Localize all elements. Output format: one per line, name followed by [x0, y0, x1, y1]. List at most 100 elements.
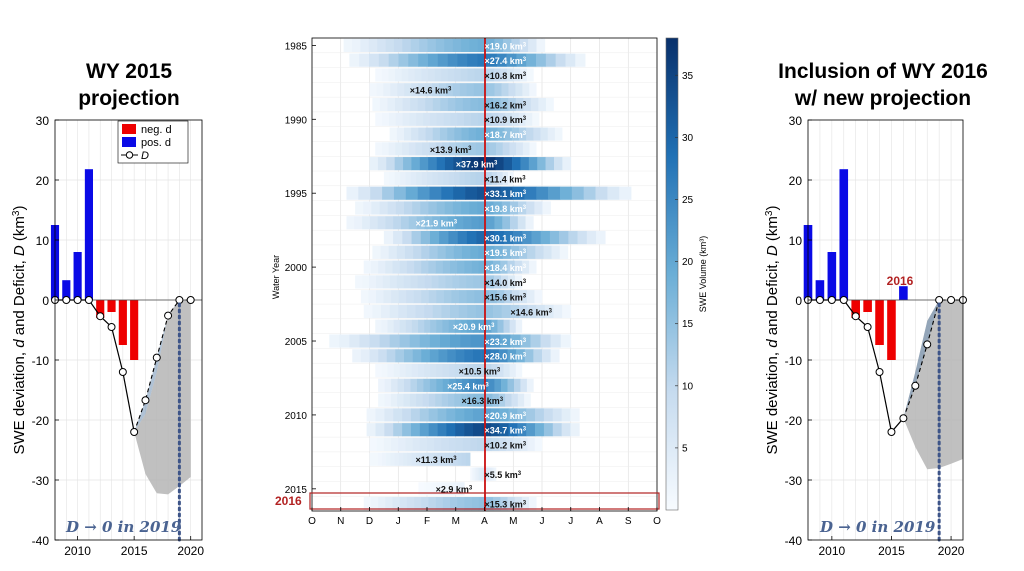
projection-point	[175, 296, 184, 304]
heatmap-cell	[561, 408, 571, 422]
heatmap-cell	[422, 393, 430, 407]
heatmap-cell	[419, 157, 429, 171]
heatmap-cell	[372, 304, 382, 319]
heatmap-cell	[445, 275, 453, 289]
projection-point	[935, 296, 944, 304]
legend-pos-label: pos. d	[141, 137, 171, 149]
heatmap-cell	[455, 378, 463, 392]
heatmap-cell	[428, 201, 437, 215]
right-projection-label: D → 0 in 2019	[819, 518, 936, 536]
center-y-axis-label: Water Year	[271, 255, 281, 299]
heatmap-cell	[454, 127, 462, 141]
heatmap-cell	[428, 393, 436, 407]
heatmap-cell	[431, 482, 435, 496]
heatmap-cell	[394, 171, 401, 186]
heatmap-cell	[386, 349, 396, 363]
heatmap-cell	[470, 245, 479, 259]
heatmap-cell	[432, 452, 437, 466]
heatmap-cell	[526, 68, 534, 82]
heatmap-cell	[438, 349, 448, 363]
heatmap-cell	[524, 186, 537, 200]
heatmap-cell	[468, 127, 477, 141]
heatmap-cell	[382, 275, 391, 289]
heatmap-cell	[389, 127, 398, 141]
heatmap-cell	[410, 38, 420, 52]
heatmap-cell	[420, 482, 423, 496]
heatmap-cell	[355, 275, 363, 289]
heatmap-cell	[530, 334, 541, 348]
heatmap-cell	[436, 201, 446, 215]
heatmap-cell	[490, 349, 500, 363]
heatmap-cell	[406, 304, 416, 319]
heatmap-cell	[393, 423, 403, 437]
heatmap-cell	[491, 467, 494, 481]
heatmap-cell	[464, 497, 472, 511]
heatmap-cell	[506, 53, 517, 67]
peak-volume-label: ×10.2 km3	[485, 440, 527, 450]
heatmap-cell	[393, 38, 403, 52]
heatmap-cell	[497, 363, 504, 378]
heatmap-cell	[369, 452, 374, 466]
heatmap-cell	[409, 112, 417, 126]
heatmap-cell	[484, 437, 492, 452]
left-plot-frame	[54, 119, 203, 541]
heatmap-cell	[527, 304, 537, 319]
heatmap-cell	[570, 423, 580, 437]
heatmap-cell	[408, 68, 416, 82]
heatmap-cell	[496, 290, 505, 304]
heatmap-cell	[449, 482, 452, 496]
heatmap-cell	[421, 260, 429, 274]
x-tick-label: 2010	[818, 544, 845, 558]
year-tick-label: 2015	[285, 485, 308, 496]
heatmap-cell	[402, 142, 410, 156]
heatmap-cell	[416, 216, 425, 230]
heatmap-cell	[487, 275, 495, 289]
heatmap-cell	[536, 186, 549, 200]
peak-volume-label: ×10.5 km3	[459, 366, 501, 376]
heatmap-cell	[435, 393, 442, 407]
heatmap-cell	[458, 304, 468, 319]
heatmap-cell	[520, 437, 528, 452]
heatmap-cell	[520, 157, 530, 171]
heatmap-cell	[504, 112, 513, 126]
heatmap-cell	[394, 452, 400, 466]
heatmap-cell	[454, 393, 461, 407]
heatmap-cell	[385, 38, 395, 52]
year-tick-label: 1990	[285, 115, 308, 126]
heatmap-cell	[382, 452, 387, 466]
heatmap-cell	[447, 482, 450, 496]
heatmap-cell	[453, 186, 466, 200]
peak-volume-label: ×19.0 km3	[485, 41, 527, 51]
heatmap-cell	[418, 83, 426, 97]
heatmap-cell	[457, 452, 463, 466]
pos-d-bar	[827, 252, 837, 300]
heatmap-cell	[517, 423, 527, 437]
heatmap-cell	[429, 245, 438, 259]
heatmap-cell	[494, 38, 504, 52]
heatmap-cell	[477, 201, 486, 215]
heatmap-cell	[441, 437, 449, 452]
heatmap-cell	[522, 142, 530, 156]
heatmap-cell	[439, 230, 449, 245]
colorbar-tick-label: 5	[682, 443, 688, 454]
peak-volume-label: ×20.9 km3	[453, 322, 495, 332]
heatmap-cell	[459, 171, 466, 186]
heatmap-cell	[500, 186, 513, 200]
heatmap-cell	[461, 201, 470, 215]
colorbar-tick-label: 20	[682, 257, 694, 268]
heatmap-cell	[441, 186, 454, 200]
heatmap-cell	[478, 157, 488, 171]
heatmap-cell	[483, 127, 491, 141]
heatmap-cell	[416, 378, 424, 392]
peak-volume-label: ×30.1 km3	[485, 233, 527, 243]
heatmap-cell	[428, 142, 436, 156]
heatmap-cell	[478, 216, 487, 230]
heatmap-cell	[402, 97, 411, 112]
heatmap-cell	[436, 112, 444, 126]
heatmap-cell	[511, 393, 519, 407]
heatmap-cell	[473, 467, 475, 481]
heatmap-cell	[437, 245, 446, 259]
heatmap-cell	[418, 319, 425, 333]
heatmap-cell	[396, 127, 405, 141]
heatmap-cell	[452, 275, 460, 289]
